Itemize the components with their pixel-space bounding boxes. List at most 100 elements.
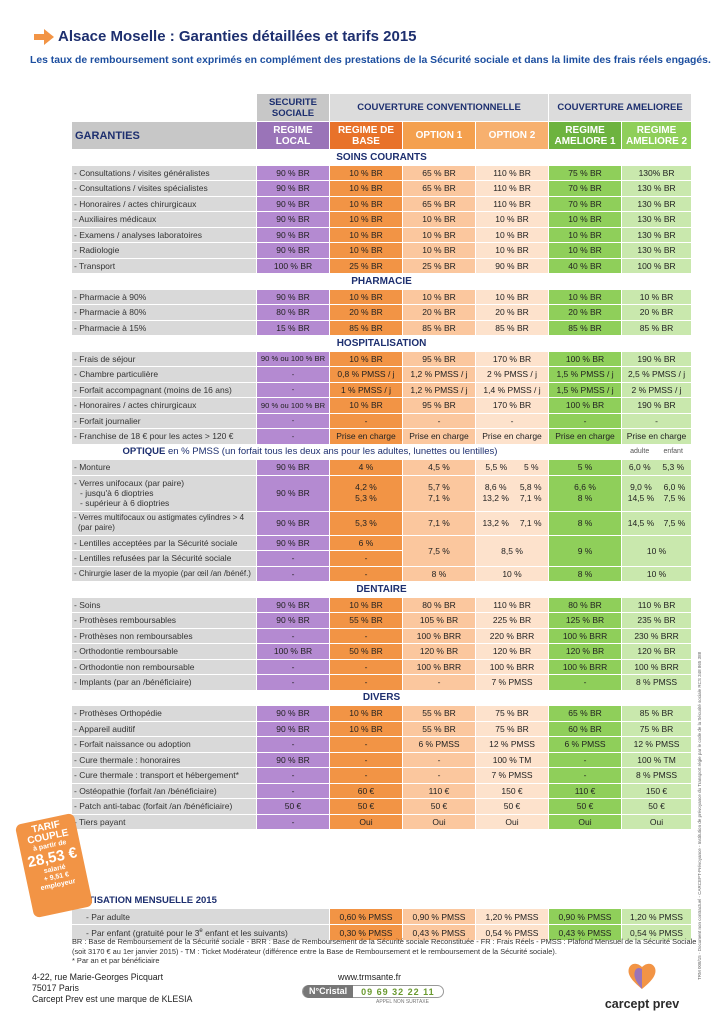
cell: 130 % BR xyxy=(622,196,693,212)
header-option1: OPTION 1 xyxy=(403,122,476,150)
cell: 100 % BR xyxy=(549,398,623,414)
table-row: - Orthodontie non remboursable - -100 % BR… xyxy=(72,659,693,675)
cell: 10 % BR xyxy=(476,212,550,228)
cell: 90 % BR xyxy=(257,613,330,629)
cell: 50 % BR xyxy=(330,644,403,660)
cell: - xyxy=(330,768,403,784)
enfant-label-b: enfant et les suivants) xyxy=(202,927,288,938)
garanties-table: SECURITE SOCIALE COUVERTURE CONVENTIONNE… xyxy=(72,94,693,830)
cell-adulte: 6,0 % xyxy=(628,462,651,473)
legend: BR : Base de Remboursement de la Sécurit… xyxy=(72,937,698,966)
heart-logo-icon xyxy=(628,963,656,989)
cell: 130 % BR xyxy=(622,243,693,259)
cell: 8 % xyxy=(549,566,623,582)
cell: 0,90 % PMSS xyxy=(549,909,622,925)
cell: 10 % BR xyxy=(476,227,550,243)
cell: 2 % PMSS / j xyxy=(622,382,693,398)
cell: - xyxy=(330,752,403,768)
cell-line: 8,6 % xyxy=(484,482,507,492)
cell: 90 % BR xyxy=(257,181,330,197)
address-line: 4-22, rue Marie-Georges Picquart xyxy=(32,972,164,982)
cristal-phone[interactable]: N°Cristal 09 69 32 22 11 xyxy=(302,985,444,998)
row-label: - Cure thermale : honoraires xyxy=(72,752,257,768)
cell: 0,54 % PMSS xyxy=(476,925,549,941)
blank-header xyxy=(72,94,257,122)
row-label: - Orthodontie remboursable xyxy=(72,644,257,660)
cell: 120 % BR xyxy=(403,644,476,660)
cell: - xyxy=(622,413,693,429)
cell: 110 € xyxy=(549,783,623,799)
row-label: - Par adulte xyxy=(72,909,330,925)
table-row: - Prothèses non remboursables - -100 % BRR… xyxy=(72,628,693,644)
table-row: - Monture 90 % BR 4 % 4,5 % 5,5 % 5 % 5 %… xyxy=(72,460,693,476)
row-label: - Consultations / visites spécialistes xyxy=(72,181,257,197)
cell: 60 € xyxy=(330,783,403,799)
cell: 125 % BR xyxy=(549,613,623,629)
cell-line: 5,3 % xyxy=(355,493,377,503)
row-label: - Frais de séjour xyxy=(72,351,257,367)
cell: 8 % PMSS xyxy=(622,675,693,691)
cell: 80 % BR xyxy=(403,597,476,613)
cell: 230 % BRR xyxy=(622,628,693,644)
cell: 10 % BR xyxy=(403,212,476,228)
cell: 10 % BR xyxy=(330,721,403,737)
row-label: - Prothèses Orthopédie xyxy=(72,706,257,722)
cristal-label: N°Cristal xyxy=(303,985,354,998)
table-row: - Verres unifocaux (par paire) - jusqu'à … xyxy=(72,475,693,512)
cristal-subtext: APPEL NON SURTAXE xyxy=(376,999,429,1005)
cell-line: 7,5 % xyxy=(663,493,686,503)
cell: - xyxy=(549,413,623,429)
cell: - xyxy=(330,566,403,582)
website-link[interactable]: www.trmsante.fr xyxy=(338,972,402,982)
address-line: 75017 Paris xyxy=(32,983,79,993)
cell: 100 % BRR xyxy=(549,659,623,675)
optique-subtitle: en % PMSS (un forfait tous les deux ans … xyxy=(165,446,498,458)
cell: 1,4 % PMSS / j xyxy=(476,382,550,398)
row-label: - Prothèses remboursables xyxy=(72,613,257,629)
cell-line: 4,2 % xyxy=(355,482,377,492)
cell: 10 % xyxy=(622,566,693,582)
table-row: - Chambre particulière -0,8 % PMSS / j 1,2… xyxy=(72,367,693,383)
table-row: - Honoraires / actes chirurgicaux 90 % ou… xyxy=(72,398,693,414)
cell: 2,5 % PMSS / j xyxy=(622,367,693,383)
section-title-divers: DIVERS xyxy=(72,690,693,706)
table-row: - Pharmacie à 15% 15 % BR 85 % BR 85 % BR 85… xyxy=(72,320,693,336)
cell: 100 % BR xyxy=(257,258,330,274)
cell: 13,2 % 7,1 % xyxy=(476,511,550,536)
row-label: - Examens / analyses laboratoires xyxy=(72,227,257,243)
cell: 10 % BR xyxy=(330,398,403,414)
cell-line: 7,1 % xyxy=(428,493,450,503)
cell: - xyxy=(257,413,330,429)
cell: Prise en charge xyxy=(622,429,693,445)
cell: 10 % xyxy=(476,566,550,582)
table-row: - Consultations / visites généralistes 90… xyxy=(72,165,693,181)
cell-line: 9,0 % xyxy=(630,482,652,492)
soins-section: SOINS COURANTS - Consultations / visites… xyxy=(72,150,693,274)
row-label: - Monture xyxy=(72,460,257,476)
cell: 65 % BR xyxy=(403,181,476,197)
cell: 20 % BR xyxy=(403,305,476,321)
cell: - xyxy=(257,429,330,445)
cell: 65 % BR xyxy=(403,165,476,181)
cell: 5,7 % 7,1 % xyxy=(403,475,476,512)
cell: 10 % BR xyxy=(330,243,403,259)
cell: 1,5 % PMSS / j xyxy=(549,367,623,383)
cell: 6 % xyxy=(330,535,403,551)
cell: - xyxy=(257,566,330,582)
cell: 10 % BR xyxy=(330,289,403,305)
cell: 90 % BR xyxy=(257,289,330,305)
cell: 55 % BR xyxy=(403,706,476,722)
cell: 12 % PMSS xyxy=(622,737,693,753)
cell-adulte: 13,2 % xyxy=(482,518,509,528)
side-legal-text: TRM 008/15 - Document non contractuel - … xyxy=(697,651,702,980)
cell: 10 % BR xyxy=(622,289,693,305)
header-option2: OPTION 2 xyxy=(476,122,550,150)
multi-label2: (par paire) xyxy=(78,523,115,532)
cell: 110 % BR xyxy=(476,196,550,212)
cell: 90 % ou 100 % BR xyxy=(257,351,330,367)
cell: - xyxy=(549,752,623,768)
row-label: - Forfait accompagnant (moins de 16 ans) xyxy=(72,382,257,398)
cell: 100 % TM xyxy=(476,752,550,768)
cell: 70 % BR xyxy=(549,181,623,197)
cell: - xyxy=(330,659,403,675)
